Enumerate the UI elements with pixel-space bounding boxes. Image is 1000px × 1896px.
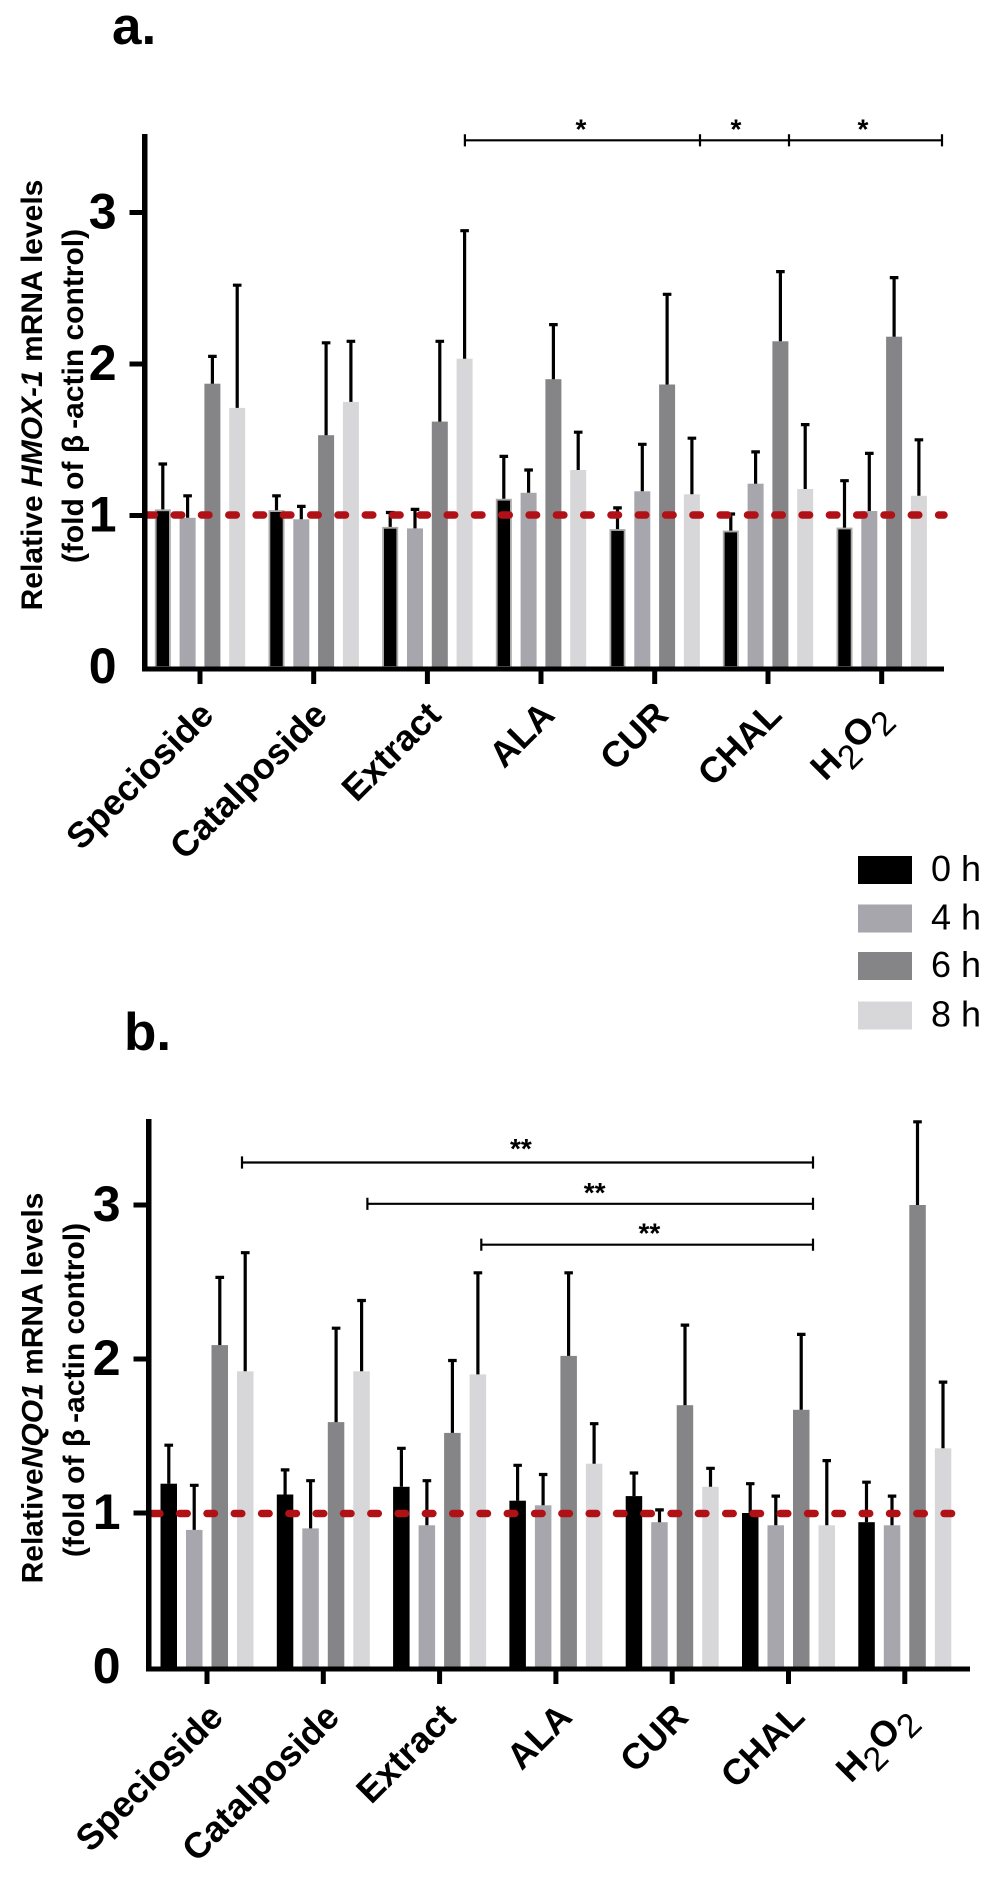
svg-text:RelativeNQO1 mRNA levels: RelativeNQO1 mRNA levels [17, 1193, 50, 1584]
svg-text:Relative HMOX-1 mRNA levels: Relative HMOX-1 mRNA levels [16, 180, 49, 611]
svg-text:*: * [731, 113, 742, 144]
svg-text:0 h: 0 h [931, 848, 981, 889]
svg-text:**: ** [510, 1133, 532, 1164]
svg-text:0: 0 [93, 1638, 121, 1694]
svg-text:b.: b. [124, 1003, 171, 1062]
svg-text:0: 0 [89, 638, 117, 694]
svg-text:3: 3 [93, 1176, 121, 1232]
svg-text:(fold of β -actin control): (fold of β -actin control) [57, 229, 90, 563]
svg-text:8 h: 8 h [931, 994, 981, 1035]
svg-text:1: 1 [93, 1484, 121, 1540]
svg-text:a.: a. [112, 0, 156, 56]
svg-text:2: 2 [93, 1330, 121, 1386]
svg-text:*: * [576, 113, 587, 144]
svg-text:*: * [858, 113, 869, 144]
svg-text:2: 2 [89, 335, 117, 391]
svg-text:(fold of β -actin control): (fold of β -actin control) [58, 1223, 91, 1557]
svg-text:**: ** [584, 1177, 606, 1208]
svg-text:4 h: 4 h [931, 897, 981, 938]
svg-text:1: 1 [89, 487, 117, 543]
svg-text:6 h: 6 h [931, 944, 981, 985]
svg-text:**: ** [639, 1218, 661, 1249]
svg-text:3: 3 [89, 184, 117, 240]
